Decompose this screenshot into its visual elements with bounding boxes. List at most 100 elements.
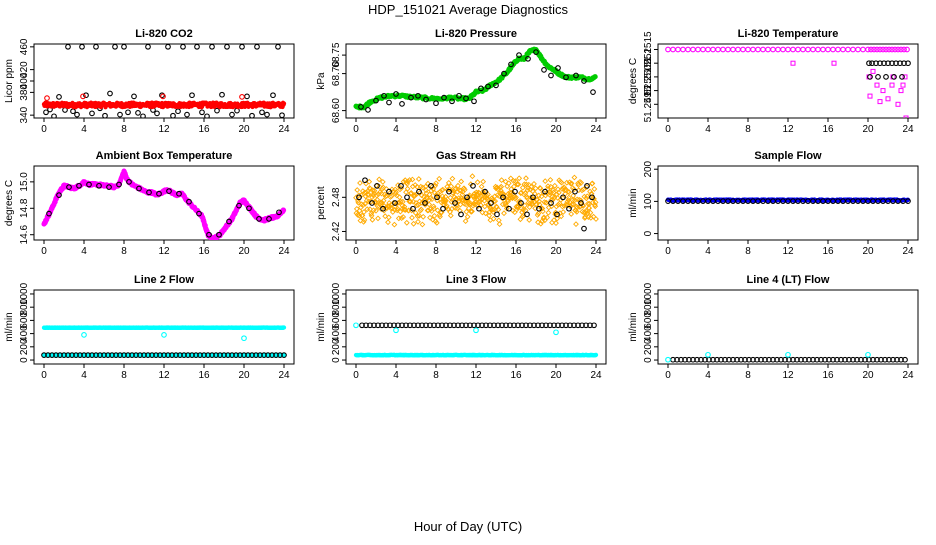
- data-point: [698, 356, 704, 363]
- data-point: [567, 322, 573, 329]
- data-point: [458, 211, 464, 218]
- data-point: [433, 220, 440, 226]
- data-point: [422, 200, 428, 206]
- data-point: [379, 179, 386, 185]
- data-point: [563, 74, 569, 81]
- x-axis: 0 4 8 12 16 20 24: [665, 240, 914, 257]
- data-point: [201, 352, 207, 358]
- x-tick-label: 16: [510, 370, 522, 381]
- data-point: [831, 60, 837, 66]
- data-point: [96, 182, 102, 189]
- data-point: [903, 115, 909, 118]
- data-point: [454, 205, 461, 212]
- x-tick-label: 0: [41, 370, 47, 381]
- data-point: [356, 194, 362, 201]
- data-point: [690, 356, 696, 363]
- data-point: [353, 210, 360, 216]
- data-point: [229, 352, 235, 358]
- y-axis-label: Licor ppm: [4, 59, 15, 103]
- data-point: [590, 89, 596, 95]
- data-point: [415, 322, 421, 329]
- data-point: [589, 194, 595, 201]
- data-point: [423, 322, 429, 329]
- data-point: [46, 210, 52, 217]
- data-point: [750, 356, 756, 363]
- data-point: [526, 217, 533, 223]
- y-axis-label: ml/min: [628, 188, 639, 217]
- data-point: [840, 46, 846, 53]
- data-point: [405, 178, 411, 185]
- data-point: [396, 194, 403, 201]
- data-point: [107, 90, 113, 97]
- data-point: [455, 182, 461, 189]
- data-point: [368, 212, 375, 219]
- data-point: [385, 214, 392, 221]
- data-point: [573, 208, 580, 215]
- y-axis: 2.422.48: [331, 187, 346, 241]
- y-axis: 14.614.815.0: [19, 172, 34, 244]
- y-axis-label: ml/min: [4, 312, 15, 341]
- x-tick-label: 4: [393, 370, 399, 381]
- panel-title: Li-820 Temperature: [738, 28, 839, 40]
- data-point: [508, 61, 514, 68]
- data-point: [221, 352, 227, 358]
- data-point: [176, 190, 182, 197]
- data-point: [83, 92, 89, 99]
- data-point: [369, 200, 375, 206]
- x-tick-label: 12: [158, 370, 170, 381]
- data-point: [79, 44, 85, 50]
- data-point: [358, 192, 365, 199]
- data-point: [558, 179, 565, 186]
- data-point: [156, 190, 162, 197]
- data-point: [379, 322, 385, 329]
- x-tick-label: 4: [705, 370, 711, 381]
- data-point: [765, 46, 771, 53]
- data-point: [236, 202, 242, 209]
- x-tick-label: 20: [862, 246, 874, 257]
- x-tick-label: 16: [822, 246, 834, 257]
- data-point: [447, 212, 454, 219]
- data-point: [357, 180, 363, 186]
- data-point: [61, 352, 67, 358]
- data-point: [89, 110, 95, 117]
- data-point: [742, 356, 748, 363]
- data-point: [478, 85, 484, 92]
- data-point: [830, 46, 836, 53]
- data-point: [365, 107, 371, 113]
- data-point: [547, 322, 553, 329]
- data-point: [448, 183, 455, 190]
- data-point: [495, 206, 502, 213]
- data-point: [160, 93, 166, 100]
- data-point: [834, 356, 840, 363]
- data-point: [825, 46, 831, 53]
- data-point: [592, 199, 599, 206]
- x-tick-label: 24: [590, 124, 602, 135]
- plot-area: [41, 168, 287, 240]
- x-axis: 0 4 8 12 16 20 24: [41, 240, 290, 257]
- data-point: [362, 177, 368, 184]
- x-tick-label: 16: [198, 246, 210, 257]
- data-point: [361, 209, 367, 215]
- data-point: [854, 356, 860, 363]
- data-point: [379, 199, 385, 206]
- data-point: [185, 352, 191, 358]
- data-point: [490, 209, 497, 215]
- data-point: [410, 220, 417, 227]
- data-point: [226, 218, 232, 225]
- data-point: [750, 46, 756, 53]
- data-point: [524, 211, 530, 218]
- data-point: [393, 327, 399, 334]
- data-point: [522, 207, 529, 214]
- data-point: [738, 356, 744, 363]
- series-red-outliers: [44, 93, 245, 101]
- x-tick-label: 4: [81, 246, 87, 257]
- data-point: [404, 194, 410, 201]
- data-point: [746, 356, 752, 363]
- data-point: [725, 46, 731, 53]
- data-point: [535, 210, 542, 217]
- data-point: [559, 322, 565, 329]
- y-tick-label: 51.251: [643, 47, 654, 78]
- x-tick-label: 12: [782, 246, 794, 257]
- data-point: [566, 189, 573, 196]
